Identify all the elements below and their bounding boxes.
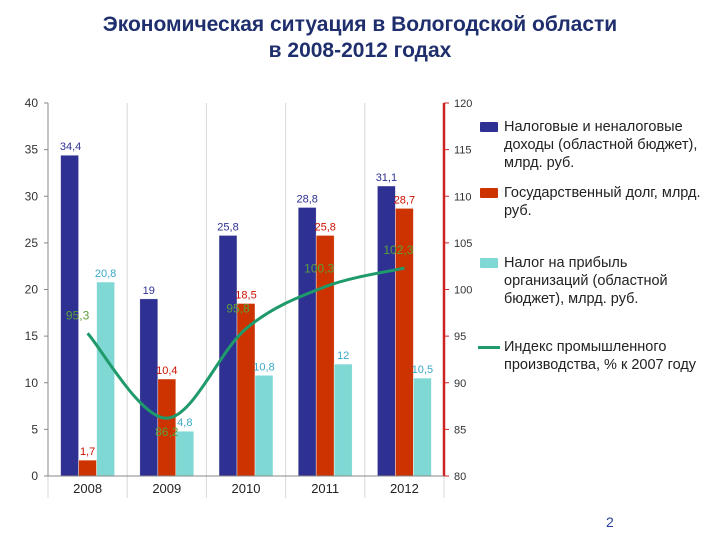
- left-axis-tick-label: 0: [31, 469, 38, 483]
- bar-profit-tax-2012: [413, 377, 432, 477]
- line-data-label: 102,3: [383, 243, 413, 257]
- legend: Налоговые и неналоговые доходы (областно…: [478, 118, 714, 374]
- bar-data-label: 10,8: [253, 361, 274, 373]
- left-axis-tick-label: 15: [25, 329, 39, 343]
- legend-item-debt: Государственный долг, млрд. руб.: [478, 184, 714, 220]
- bar-profit-tax-2008: [96, 281, 115, 477]
- bar-debt-2008: [78, 459, 97, 477]
- bar-data-label: 28,8: [296, 193, 317, 205]
- right-axis-tick-label: 95: [454, 331, 466, 343]
- bar-data-label: 25,8: [217, 221, 238, 233]
- line-data-label: 86,2: [155, 425, 179, 439]
- right-axis-tick-label: 85: [454, 424, 466, 436]
- bar-data-label: 31,1: [376, 172, 397, 184]
- right-axis-tick-label: 115: [454, 145, 472, 157]
- bar-data-label: 19: [143, 285, 155, 297]
- line-data-label: 100,3: [304, 262, 334, 276]
- left-axis-tick-label: 5: [31, 422, 38, 436]
- x-axis-category-label: 2011: [311, 481, 339, 496]
- left-axis-tick-label: 30: [25, 189, 39, 203]
- legend-item-industrial-index: Индекс промышленного производства, % к 2…: [478, 338, 714, 374]
- bar-profit-tax-2010: [254, 374, 274, 477]
- bar-profit-tax-2011: [333, 363, 353, 477]
- legend-swatch-profit-tax: [480, 258, 498, 268]
- legend-label-debt: Государственный долг, млрд. руб.: [504, 185, 701, 219]
- x-axis-category-label: 2008: [73, 481, 102, 496]
- bars-group: [60, 154, 432, 477]
- chart-title-line2: в 2008-2012 годах: [268, 39, 452, 62]
- left-axis-tick-label: 10: [25, 376, 39, 390]
- bar-profit-tax-2009: [175, 430, 195, 477]
- legend-item-profit-tax: Налог на прибыль организаций (областной …: [478, 254, 714, 308]
- legend-swatch-debt: [480, 188, 498, 198]
- data-labels-group: 34,4 19 25,8 28,8 31,1 1,7 10,4 18,5 25,8 28,7 20,…: [60, 141, 433, 458]
- page-number: 2: [606, 514, 614, 530]
- line-series-group: [86, 266, 405, 420]
- left-axis-tick-label: 25: [25, 236, 39, 250]
- bar-data-label: 28,7: [394, 194, 415, 206]
- bar-data-label: 1,7: [80, 446, 95, 458]
- bar-data-label: 4,8: [177, 417, 192, 429]
- bar-data-label: 34,4: [60, 141, 81, 153]
- bar-revenue-2009: [139, 298, 159, 477]
- legend-label-revenue: Налоговые и неналоговые доходы (областно…: [504, 119, 698, 171]
- bar-data-label: 10,5: [412, 364, 433, 376]
- right-axis-tick-label: 80: [454, 471, 466, 483]
- legend-label-industrial-index: Индекс промышленного производства, % к 2…: [504, 339, 697, 373]
- bar-data-label: 10,4: [156, 365, 177, 377]
- bar-data-label: 12: [337, 350, 349, 362]
- right-axis-tick-label: 105: [454, 238, 472, 250]
- right-axis-tick-label: 100: [454, 285, 472, 297]
- legend-item-revenue: Налоговые и неналоговые доходы (областно…: [478, 118, 714, 172]
- bar-data-label: 25,8: [314, 221, 335, 233]
- x-axis-category-label: 2010: [232, 481, 261, 496]
- right-axis-tick-label: 110: [454, 191, 472, 203]
- left-axis-tick-label: 40: [25, 96, 39, 110]
- bar-revenue-2012: [377, 185, 396, 477]
- bar-revenue-2011: [297, 207, 317, 477]
- industrial-index-line: [86, 266, 405, 420]
- chart-title: Экономическая ситуация в Вологодской обл…: [0, 12, 720, 64]
- line-data-label: 95,3: [66, 308, 90, 322]
- left-axis-tick-label: 35: [25, 143, 39, 157]
- chart-title-line1: Экономическая ситуация в Вологодской обл…: [102, 13, 618, 36]
- bar-data-label: 18,5: [235, 289, 256, 301]
- legend-label-profit-tax: Налог на прибыль организаций (областной …: [504, 255, 668, 307]
- bar-data-label: 20,8: [95, 268, 116, 280]
- line-data-label: 95,8: [226, 302, 250, 316]
- x-axis-category-label: 2009: [152, 481, 181, 496]
- legend-swatch-revenue: [480, 122, 498, 132]
- left-axis-tick-label: 20: [25, 283, 39, 297]
- axes-group: 0 5 10 15 20 25 30 35 40 80 85 90 95 100 105 110 115 120 2…: [25, 96, 473, 496]
- x-axis-category-label: 2012: [390, 481, 419, 496]
- legend-line-industrial-index: [478, 346, 500, 349]
- right-axis-tick-label: 120: [454, 98, 472, 110]
- right-axis-tick-label: 90: [454, 378, 466, 390]
